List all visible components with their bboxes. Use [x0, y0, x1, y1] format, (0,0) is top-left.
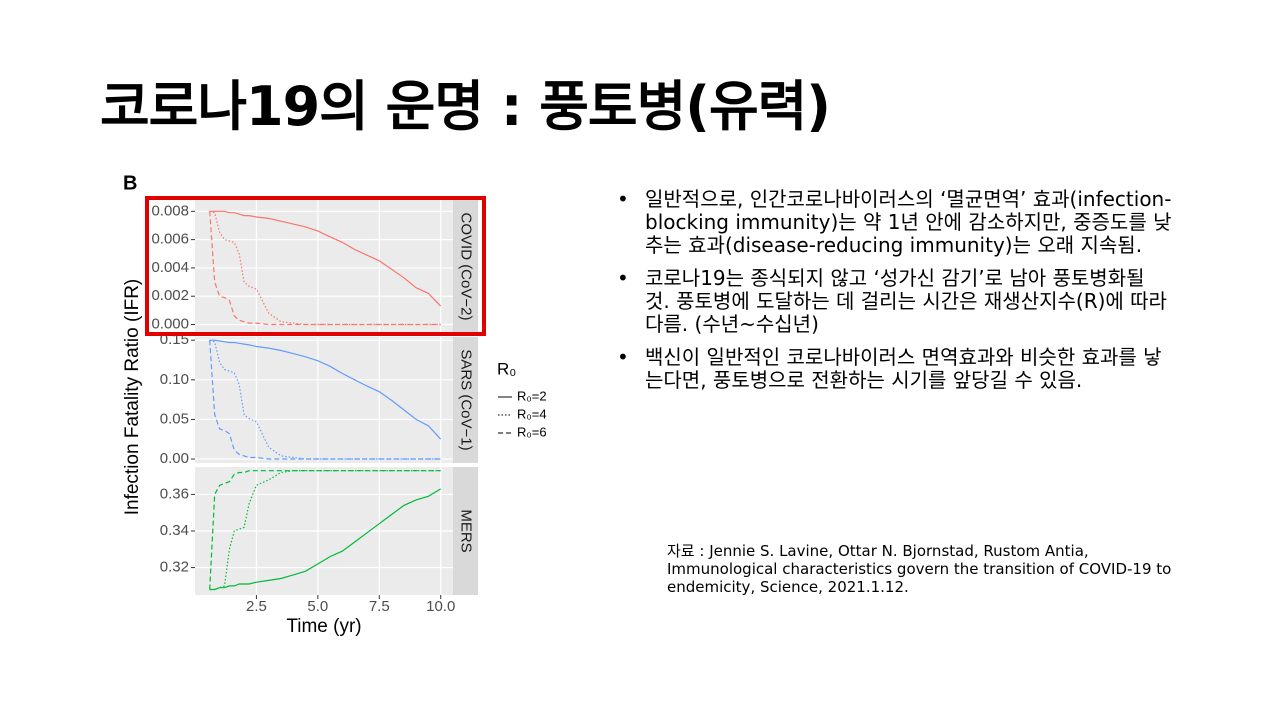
- x-tick-label: 7.5: [369, 598, 390, 615]
- panel-background: [195, 337, 453, 463]
- y-tick-label: 0.00: [160, 450, 189, 467]
- y-tick-label: 0.32: [160, 559, 189, 576]
- facet-strip: [453, 467, 478, 595]
- y-tick-label: 0.002: [151, 287, 189, 304]
- y-tick-label: 0.006: [151, 231, 189, 248]
- y-axis-label: Infection Fatality Ratio (IFR): [122, 279, 143, 516]
- slide-title: 코로나19의 운명 : 풍토병(유력): [100, 75, 831, 138]
- y-tick-label: 0.10: [160, 371, 189, 388]
- bullet: 코로나19는 종식되지 않고 ‘성가신 감기’로 남아 풍토병화될 것. 풍토병…: [615, 267, 1175, 336]
- series-line: [209, 210, 442, 307]
- legend-label: R₀=6: [517, 424, 547, 439]
- panel-label: B: [123, 172, 137, 194]
- series-line: [209, 470, 441, 590]
- y-tick-label: 0.05: [160, 410, 189, 427]
- panel-background: [195, 200, 453, 333]
- bullet-list: 일반적으로, 인간코로나바이러스의 ‘멸균면역’ 효과(infection-bl…: [615, 188, 1175, 402]
- highlight-box: [145, 196, 486, 336]
- series-line: [209, 340, 441, 460]
- x-tick-label: 2.5: [246, 598, 267, 615]
- series-line: [209, 211, 441, 326]
- series-line: [209, 339, 441, 460]
- y-tick-label: 0.008: [151, 202, 189, 219]
- facet-strip: [453, 200, 478, 333]
- legend-title: R₀: [497, 359, 516, 378]
- series-line: [209, 339, 442, 440]
- y-tick-label: 0.36: [160, 485, 189, 502]
- series-line: [209, 488, 442, 591]
- facet-label: SARS (CoV−1): [458, 349, 475, 450]
- x-tick-label: 5.0: [307, 598, 328, 615]
- facet-label: MERS: [458, 509, 475, 552]
- source-note: 자료 : Jennie S. Lavine, Ottar N. Bjornsta…: [667, 542, 1172, 596]
- chart: B COVID (CoV−2) 0.000 0.002 0.004 0.006 0.008 S…: [122, 172, 547, 637]
- y-tick-label: 0.34: [160, 522, 189, 539]
- legend-label: R₀=2: [517, 388, 547, 403]
- bullet: 백신이 일반적인 코로나바이러스 면역효과와 비슷한 효과를 낳는다면, 풍토병…: [615, 346, 1175, 392]
- x-tick-label: 10.0: [426, 598, 455, 615]
- y-tick-label: 0.000: [151, 315, 189, 332]
- facet-strip: [453, 337, 478, 463]
- legend-label: R₀=4: [517, 406, 547, 421]
- y-tick-label: 0.004: [151, 259, 189, 276]
- x-axis-label: Time (yr): [286, 616, 361, 637]
- bullet: 일반적으로, 인간코로나바이러스의 ‘멸균면역’ 효과(infection-bl…: [615, 188, 1175, 257]
- facet-label: COVID (CoV−2): [458, 213, 475, 321]
